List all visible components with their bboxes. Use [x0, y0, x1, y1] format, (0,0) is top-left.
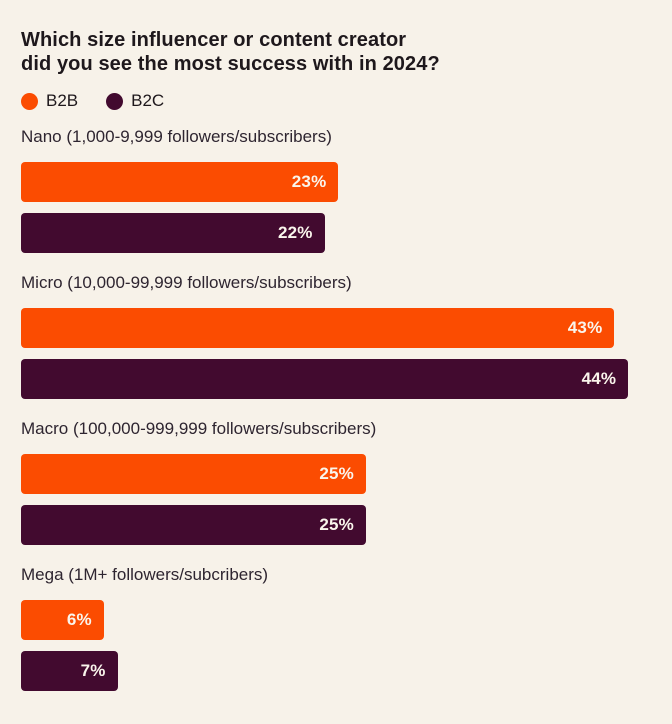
legend-dot-b2b-icon: [21, 92, 38, 110]
legend-dot-b2c-icon: [106, 92, 124, 110]
bar-b2b: 23%: [21, 162, 339, 202]
bar-value-label: 25%: [319, 464, 354, 483]
legend-label-b2c: B2C: [131, 91, 165, 110]
chart-group: Micro (10,000-99,999 followers/subscribe…: [21, 272, 651, 399]
chart-group: Nano (1,000-9,999 followers/subscribers)…: [21, 126, 651, 253]
category-label: Nano (1,000-9,999 followers/subscribers): [21, 127, 332, 146]
chart-title: Which size influencer or content creator…: [21, 28, 651, 76]
chart-groups: Nano (1,000-9,999 followers/subscribers)…: [21, 126, 651, 691]
category-label: Micro (10,000-99,999 followers/subscribe…: [21, 273, 352, 292]
legend: B2B B2C: [21, 91, 651, 111]
legend-item-b2b: B2B: [21, 91, 78, 111]
bar-b2c: 22%: [21, 213, 325, 253]
bar-value-label: 7%: [80, 661, 106, 680]
bar-b2b: 43%: [21, 308, 615, 348]
bar-value-label: 6%: [66, 610, 92, 629]
bar-b2b: 25%: [21, 454, 366, 494]
chart-group: Macro (100,000-999,999 followers/subscri…: [21, 418, 651, 545]
bar-value-label: 25%: [319, 515, 354, 534]
chart-group: Mega (1M+ followers/subcribers) 6% 7%: [21, 564, 651, 691]
legend-item-b2c: B2C: [106, 91, 164, 111]
bar-b2c: 25%: [21, 505, 366, 545]
chart-title-line-1: Which size influencer or content creator: [21, 29, 407, 51]
bar-b2b: 6%: [21, 600, 104, 640]
bar-value-label: 22%: [277, 223, 313, 242]
legend-label-b2b: B2B: [46, 91, 79, 110]
chart-title-line-2: did you see the most success with in 202…: [21, 53, 440, 75]
category-label: Macro (100,000-999,999 followers/subscri…: [21, 419, 377, 438]
bar-value-label: 44%: [581, 369, 617, 388]
bar-value-label: 43%: [567, 318, 603, 337]
category-label: Mega (1M+ followers/subcribers): [21, 565, 269, 584]
bar-value-label: 23%: [291, 172, 327, 191]
bar-b2c: 44%: [21, 359, 629, 399]
bar-b2c: 7%: [21, 651, 118, 691]
